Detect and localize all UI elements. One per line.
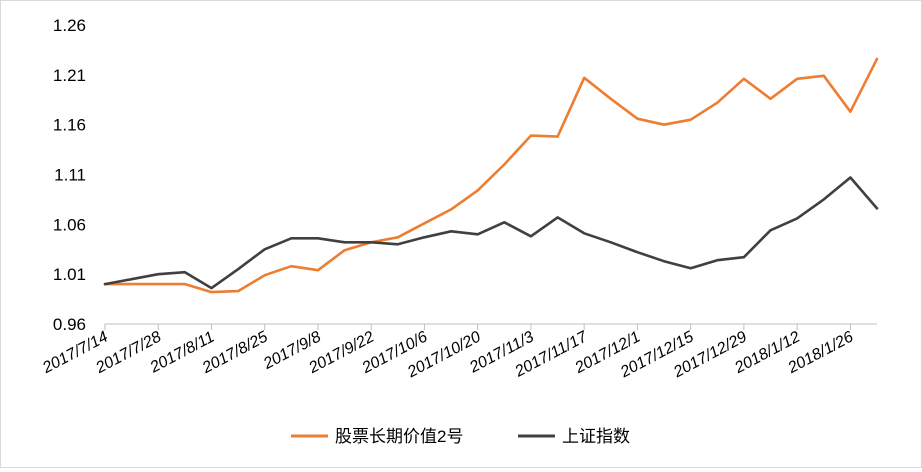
y-axis: 0.96 1.01 1.06 1.11 1.16 1.21 1.26 xyxy=(53,16,86,334)
legend-item-0: 股票长期价值2号 xyxy=(291,427,463,446)
legend-label-0: 股票长期价值2号 xyxy=(335,427,463,446)
series-line-1 xyxy=(103,176,879,290)
y-tick-label-2: 1.06 xyxy=(53,215,86,234)
y-tick-label-6: 1.26 xyxy=(53,16,86,35)
series-line-0 xyxy=(103,57,879,294)
series-layer xyxy=(103,57,879,294)
y-tick-label-0: 0.96 xyxy=(53,315,86,334)
y-tick-label-1: 1.01 xyxy=(53,265,86,284)
y-tick-label-3: 1.11 xyxy=(54,166,86,185)
y-tick-label-4: 1.16 xyxy=(53,116,86,135)
x-axis: 2017/7/142017/7/282017/8/112017/8/252017… xyxy=(39,323,877,382)
legend: 股票长期价值2号 上证指数 xyxy=(291,427,630,446)
legend-label-1: 上证指数 xyxy=(562,427,630,446)
y-tick-label-5: 1.21 xyxy=(53,66,86,85)
legend-item-1: 上证指数 xyxy=(518,427,630,446)
